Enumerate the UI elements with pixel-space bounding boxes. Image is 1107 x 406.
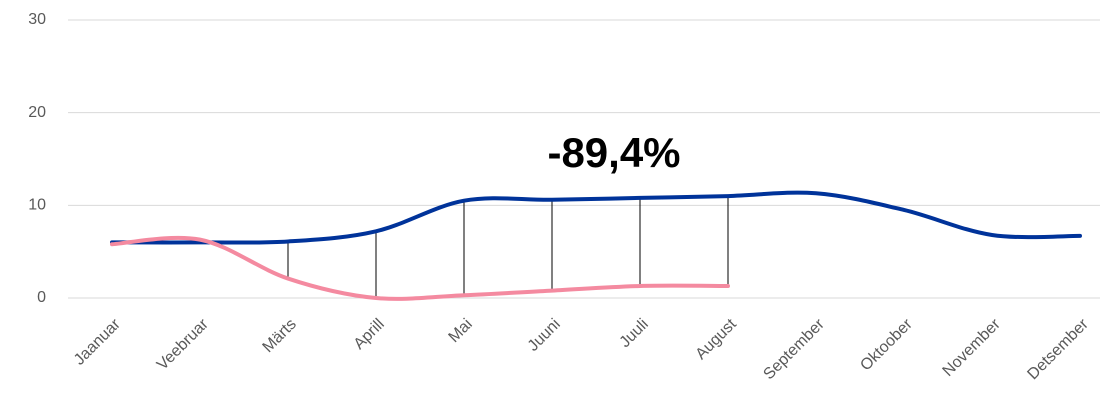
x-tick-label: Juuli <box>617 316 652 351</box>
y-tick-label: 0 <box>37 289 46 306</box>
x-tick-label: Veebruar <box>154 315 212 373</box>
y-tick-label: 20 <box>28 104 46 121</box>
x-tick-label: Jaanuar <box>71 315 124 368</box>
annotation: -89,4% <box>547 129 680 176</box>
x-tick-label: Aprill <box>351 316 388 353</box>
y-tick-label: 10 <box>28 197 46 214</box>
x-tick-label: Mai <box>446 316 476 346</box>
series-line <box>110 235 730 301</box>
x-tick-label: September <box>760 315 828 383</box>
y-tick-label: 30 <box>28 11 46 28</box>
x-tick-label: Märts <box>260 316 300 356</box>
x-tick-label: November <box>940 315 1005 380</box>
x-tick-label: Juuni <box>525 316 564 355</box>
x-tick-label: August <box>693 315 741 363</box>
x-tick-label: Detsember <box>1024 315 1092 383</box>
series-line <box>110 190 1082 245</box>
x-tick-label: Oktoober <box>857 315 916 374</box>
